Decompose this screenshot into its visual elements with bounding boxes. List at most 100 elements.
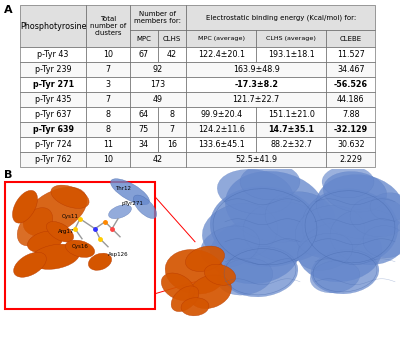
Bar: [326, 62, 375, 77]
Text: MPC: MPC: [136, 36, 151, 42]
Bar: [20, 77, 86, 92]
Ellipse shape: [65, 240, 95, 257]
Text: CLHS: CLHS: [163, 36, 181, 42]
Bar: [326, 77, 375, 92]
Text: 42: 42: [167, 50, 177, 59]
Ellipse shape: [370, 193, 400, 221]
Text: Electrostatic binding energy (Kcal/mol) for:: Electrostatic binding energy (Kcal/mol) …: [206, 14, 356, 21]
Bar: [130, 5, 186, 30]
Bar: [186, 47, 256, 62]
Text: 151.1±21.0: 151.1±21.0: [268, 110, 315, 119]
Text: 14.7±35.1: 14.7±35.1: [268, 125, 314, 134]
Bar: [186, 137, 256, 152]
Bar: [326, 137, 375, 152]
Text: 133.6±45.1: 133.6±45.1: [198, 140, 245, 149]
Bar: [20, 107, 86, 122]
Ellipse shape: [217, 169, 293, 214]
Text: CLEBE: CLEBE: [340, 36, 362, 42]
Bar: [186, 62, 326, 77]
Bar: [326, 92, 375, 107]
Bar: [158, 122, 186, 137]
Text: 30.632: 30.632: [337, 140, 364, 149]
Text: 44.186: 44.186: [337, 95, 364, 104]
Bar: [186, 5, 375, 30]
Text: p-Tyr 637: p-Tyr 637: [35, 110, 71, 119]
Bar: [86, 47, 130, 62]
Ellipse shape: [88, 253, 112, 270]
Text: p-Tyr 43: p-Tyr 43: [37, 50, 69, 59]
Bar: [20, 152, 86, 167]
Bar: [20, 137, 86, 152]
Text: 42: 42: [153, 155, 163, 164]
Ellipse shape: [110, 179, 150, 205]
Text: 7: 7: [105, 95, 110, 104]
Text: 10: 10: [103, 155, 113, 164]
Text: 10: 10: [103, 50, 113, 59]
Ellipse shape: [297, 233, 353, 270]
Ellipse shape: [265, 192, 335, 242]
Bar: [256, 30, 326, 47]
Bar: [256, 107, 326, 122]
Text: Cys16: Cys16: [72, 244, 89, 249]
Ellipse shape: [330, 209, 400, 265]
Text: -56.526: -56.526: [334, 80, 368, 89]
Bar: [158, 30, 186, 47]
Bar: [130, 152, 186, 167]
Text: 7: 7: [170, 125, 175, 134]
Ellipse shape: [210, 187, 320, 267]
Text: Number of
members for:: Number of members for:: [134, 11, 182, 24]
Text: p-Tyr 239: p-Tyr 239: [35, 65, 71, 74]
Bar: [326, 122, 375, 137]
Text: 163.9±48.9: 163.9±48.9: [233, 65, 280, 74]
Bar: [326, 152, 375, 167]
Bar: [86, 122, 130, 137]
Ellipse shape: [295, 206, 365, 258]
Text: 3: 3: [105, 80, 110, 89]
Text: 99.9±20.4: 99.9±20.4: [200, 110, 242, 119]
Ellipse shape: [311, 250, 379, 294]
Ellipse shape: [161, 273, 195, 301]
Text: 8: 8: [105, 110, 110, 119]
Ellipse shape: [46, 221, 74, 242]
Text: 7: 7: [105, 65, 110, 74]
Bar: [20, 92, 86, 107]
Text: 88.2±32.7: 88.2±32.7: [270, 140, 312, 149]
Bar: [20, 47, 86, 62]
Text: 64: 64: [139, 110, 149, 119]
Ellipse shape: [108, 205, 132, 219]
Text: p-Tyr 639: p-Tyr 639: [32, 125, 74, 134]
Bar: [86, 137, 130, 152]
Bar: [158, 107, 186, 122]
Text: 34.467: 34.467: [337, 65, 364, 74]
Ellipse shape: [171, 286, 199, 312]
Bar: [326, 47, 375, 62]
Bar: [256, 47, 326, 62]
Bar: [86, 107, 130, 122]
Text: B: B: [4, 170, 12, 180]
Bar: [20, 62, 86, 77]
Bar: [186, 92, 326, 107]
Ellipse shape: [200, 226, 260, 268]
Text: -32.129: -32.129: [334, 125, 368, 134]
Bar: [158, 137, 186, 152]
Bar: [86, 92, 130, 107]
Ellipse shape: [323, 172, 387, 212]
Bar: [20, 5, 86, 47]
Ellipse shape: [28, 231, 62, 252]
Text: Arg17: Arg17: [58, 229, 74, 234]
Text: 52.5±41.9: 52.5±41.9: [235, 155, 277, 164]
Ellipse shape: [322, 166, 374, 198]
Ellipse shape: [23, 187, 87, 236]
Bar: [130, 62, 186, 77]
Bar: [186, 152, 326, 167]
Ellipse shape: [302, 189, 398, 265]
Text: 193.1±18.1: 193.1±18.1: [268, 50, 314, 59]
Bar: [130, 77, 186, 92]
Text: pTyr271: pTyr271: [122, 201, 144, 206]
Text: 75: 75: [139, 125, 149, 134]
Bar: [186, 77, 326, 92]
Bar: [186, 122, 256, 137]
Ellipse shape: [363, 226, 400, 258]
Bar: [86, 77, 130, 92]
Ellipse shape: [165, 249, 225, 294]
